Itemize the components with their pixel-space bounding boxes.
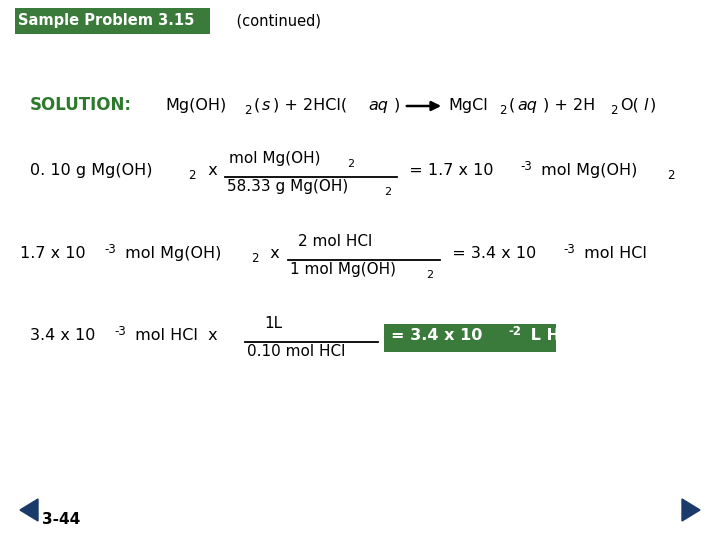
Text: SOLUTION:: SOLUTION: [30, 96, 132, 114]
Text: aq: aq [517, 98, 537, 113]
Text: l: l [644, 98, 649, 113]
Text: aq: aq [368, 98, 388, 113]
Text: 2: 2 [499, 104, 507, 117]
Text: (: ( [509, 98, 515, 113]
Text: 2: 2 [251, 252, 258, 265]
Text: (: ( [253, 98, 260, 113]
Text: = 3.4 x 10: = 3.4 x 10 [442, 246, 536, 261]
Text: 2: 2 [426, 270, 433, 280]
Text: 3.4 x 10: 3.4 x 10 [30, 328, 95, 343]
Text: Sample Problem 3.15: Sample Problem 3.15 [18, 14, 194, 29]
Text: MgCl: MgCl [448, 98, 487, 113]
Text: ): ) [649, 98, 656, 113]
Text: O(: O( [620, 98, 639, 113]
Text: x: x [198, 163, 217, 178]
Polygon shape [20, 499, 38, 521]
Text: Mg(OH): Mg(OH) [165, 98, 226, 113]
Text: = 1.7 x 10: = 1.7 x 10 [399, 163, 493, 178]
Text: ): ) [394, 98, 400, 113]
FancyBboxPatch shape [384, 324, 556, 352]
Text: 1.7 x 10: 1.7 x 10 [20, 246, 86, 261]
Text: 2: 2 [667, 169, 674, 182]
Polygon shape [682, 499, 700, 521]
Text: L HCl: L HCl [525, 328, 577, 343]
FancyBboxPatch shape [15, 8, 210, 34]
Text: -3: -3 [521, 160, 533, 173]
Text: 58.33 g Mg(OH): 58.33 g Mg(OH) [228, 179, 348, 194]
Text: 1L: 1L [264, 316, 283, 331]
Text: mol HCl  x: mol HCl x [130, 328, 217, 343]
Text: (continued): (continued) [218, 14, 321, 29]
Text: mol Mg(OH): mol Mg(OH) [120, 246, 221, 261]
Text: = 3.4 x 10: = 3.4 x 10 [390, 328, 482, 343]
Text: 2: 2 [384, 187, 391, 197]
Text: 0.10 mol HCl: 0.10 mol HCl [246, 344, 345, 359]
Text: 2 mol HCl: 2 mol HCl [298, 234, 372, 249]
Text: ) + 2HCl(: ) + 2HCl( [273, 98, 347, 113]
Text: -3: -3 [104, 243, 117, 256]
Text: mol Mg(OH): mol Mg(OH) [229, 151, 320, 166]
Text: -2: -2 [508, 325, 521, 338]
Text: 2: 2 [610, 104, 618, 117]
Text: -3: -3 [114, 325, 126, 338]
Text: s: s [262, 98, 270, 113]
Text: mol HCl: mol HCl [579, 246, 647, 261]
Text: -3: -3 [563, 243, 575, 256]
Text: 2: 2 [244, 104, 251, 117]
Text: 0. 10 g Mg(OH): 0. 10 g Mg(OH) [30, 163, 153, 178]
Text: mol Mg(OH): mol Mg(OH) [536, 163, 637, 178]
Text: 2: 2 [188, 169, 196, 182]
Text: 1 mol Mg(OH): 1 mol Mg(OH) [290, 262, 396, 277]
Text: 3-44: 3-44 [42, 512, 80, 527]
Text: ) + 2H: ) + 2H [543, 98, 595, 113]
Text: x: x [261, 246, 280, 261]
Text: 2: 2 [347, 159, 354, 169]
